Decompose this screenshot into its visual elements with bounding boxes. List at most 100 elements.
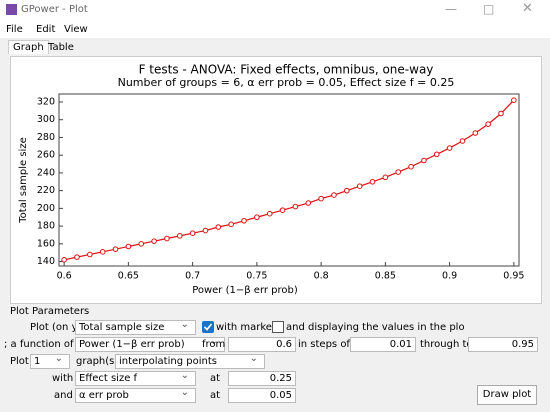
draw-button[interactable]: Draw plot: [477, 385, 537, 405]
y-tick-label: 220: [37, 185, 55, 196]
param-select[interactable]: Effect size f: [75, 369, 196, 386]
title-bar: [0, 0, 550, 20]
input[interactable]: 0.25: [228, 371, 296, 386]
x-tick-label: 0.95: [503, 271, 524, 282]
y-tick-label: 140: [37, 256, 55, 267]
label: in steps of: [298, 339, 350, 350]
chart-subtitle: Number of groups = 6, α err prob = 0.05,…: [118, 76, 455, 89]
marker: [459, 138, 466, 144]
y-tick-label: 200: [37, 203, 55, 214]
label: with: [52, 373, 74, 384]
marker: [433, 151, 440, 158]
label: and: [54, 390, 73, 401]
marker: [202, 227, 209, 234]
input[interactable]: 0.01: [350, 337, 416, 352]
marker: [215, 224, 222, 230]
marker: [151, 238, 157, 244]
x-tick-label: 0.65: [118, 271, 139, 282]
param-select[interactable]: α err prob: [75, 386, 196, 403]
checkbox-checked[interactable]: [202, 321, 214, 333]
line: [64, 99, 515, 261]
marker: [61, 256, 67, 263]
marker: [112, 246, 119, 252]
y-axis-label: Total sample size: [18, 137, 29, 223]
maximize[interactable]: □: [483, 2, 495, 16]
marker: [279, 207, 286, 213]
y-tick-label: 180: [37, 221, 55, 232]
marker: [331, 192, 337, 198]
marker: [446, 145, 453, 151]
marker: [125, 243, 132, 250]
menu-bar: [0, 20, 550, 38]
marker: [164, 235, 170, 242]
label: graph(s): [76, 356, 119, 367]
marker: [99, 249, 106, 255]
marker: [228, 221, 234, 228]
marker: [356, 183, 363, 190]
marker: [87, 251, 93, 258]
marker: [485, 121, 491, 127]
marker: [395, 169, 402, 175]
marker: [382, 174, 389, 181]
label: from: [202, 339, 226, 350]
marker: [472, 130, 479, 136]
chart-title: F tests - ANOVA: Fixed effects, omnibus,…: [139, 63, 434, 77]
x-select[interactable]: Power (1−β err prob): [75, 335, 225, 352]
marker: [254, 214, 260, 221]
marker: [421, 157, 427, 164]
label: at: [210, 373, 221, 384]
marker: [498, 110, 504, 117]
y-tick-label: 300: [37, 114, 55, 125]
plot-frame: [58, 93, 520, 267]
x-tick-label: 0.9: [442, 271, 457, 282]
marker: [74, 254, 80, 260]
marker: [344, 187, 350, 194]
marker: [369, 178, 376, 185]
x-tick-label: 0.85: [375, 271, 396, 282]
marker: [292, 203, 299, 210]
x-tick-label: 0.7: [185, 271, 200, 282]
label: Plot (on y: [30, 322, 78, 333]
minimize[interactable]: —: [445, 2, 457, 16]
marker: [176, 233, 183, 239]
input[interactable]: 0.05: [228, 388, 296, 403]
y-select[interactable]: Total sample size: [75, 318, 196, 335]
app-icon: [6, 4, 17, 15]
label: and displaying the values in the plo: [286, 322, 465, 333]
menu-item[interactable]: File: [6, 24, 23, 35]
y-tick-label: 320: [37, 96, 55, 107]
x-tick-label: 0.75: [246, 271, 267, 282]
y-tick-label: 240: [37, 167, 55, 178]
window-title: GPower - Plot: [21, 4, 88, 15]
x-tick-label: 0.8: [314, 271, 329, 282]
label: ; a function of: [4, 339, 74, 350]
marker: [408, 163, 414, 170]
chart: F tests - ANOVA: Fixed effects, omnibus,…: [10, 56, 542, 304]
marker: [511, 97, 517, 104]
mode-select[interactable]: interpolating points: [115, 352, 265, 369]
close[interactable]: ✕: [522, 1, 533, 16]
menu-item[interactable]: Edit: [36, 24, 56, 35]
input[interactable]: 0.6: [228, 337, 296, 352]
marker: [189, 230, 196, 236]
label: Plot: [10, 356, 29, 367]
tab[interactable]: Table: [48, 42, 74, 53]
section-heading: Plot Parameters: [10, 306, 90, 317]
y-tick-label: 160: [37, 238, 55, 249]
count-select[interactable]: 1: [30, 352, 70, 369]
marker: [305, 200, 312, 206]
label: at: [210, 390, 221, 401]
marker: [138, 241, 145, 247]
label: through to: [420, 339, 473, 350]
tab-active[interactable]: Graph: [8, 40, 49, 54]
label: with markers: [216, 322, 282, 333]
marker: [318, 195, 324, 202]
checkbox[interactable]: [272, 321, 284, 333]
marker: [241, 217, 247, 224]
y-tick-label: 260: [37, 150, 55, 161]
y-tick-label: 280: [37, 132, 55, 143]
input[interactable]: 0.95: [468, 337, 538, 352]
menu-item[interactable]: View: [64, 24, 88, 35]
marker: [266, 210, 273, 217]
